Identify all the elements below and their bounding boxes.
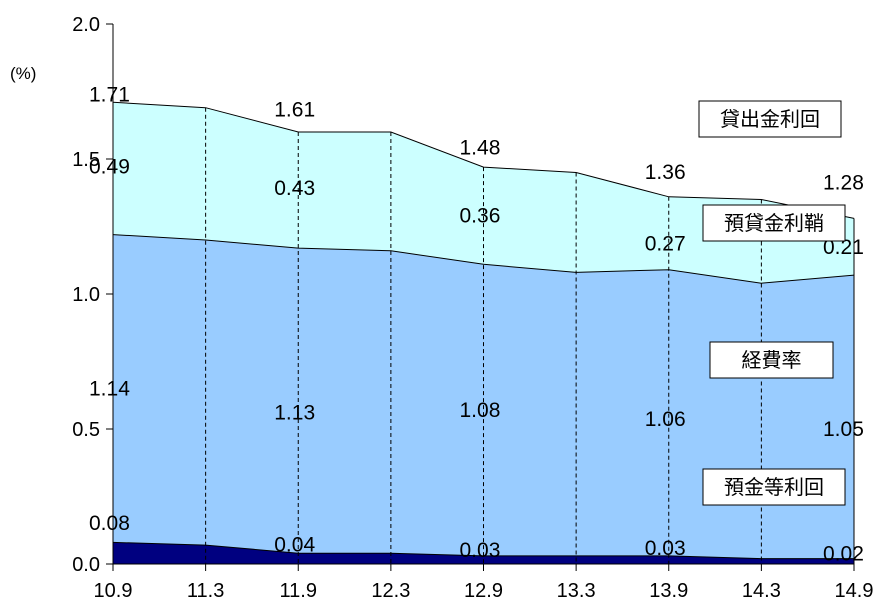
legend-box (709, 341, 834, 379)
y-tick-label: 1.5 (72, 149, 100, 171)
data-label: 1.71 (89, 83, 130, 106)
y-tick-label: 2.0 (72, 14, 100, 36)
legend-item: 経費率 (709, 341, 834, 379)
data-label: 0.03 (645, 537, 686, 560)
y-tick-label: 0.0 (72, 554, 100, 576)
legend-label: 貸出金利回 (720, 108, 820, 131)
data-label: 0.43 (274, 177, 315, 200)
data-label: 0.27 (645, 232, 686, 255)
data-label: 0.49 (89, 155, 130, 178)
x-tick-label: 14.9 (835, 580, 874, 602)
legend-item: 貸出金利回 (698, 100, 842, 138)
x-tick-label: 11.9 (280, 580, 317, 602)
data-label: 1.14 (89, 378, 130, 401)
data-label: 1.28 (823, 171, 864, 194)
x-tick-label: 12.3 (371, 580, 410, 602)
legend-label: 預貸金利鞘 (724, 212, 824, 235)
data-label: 1.48 (460, 136, 501, 159)
data-label: 1.36 (645, 161, 686, 184)
legend-box (698, 100, 842, 138)
data-label: 0.04 (274, 534, 315, 557)
data-label: 0.08 (89, 512, 130, 535)
y-axis-unit-label: (%) (10, 64, 36, 83)
x-tick-label: 12.9 (464, 580, 503, 602)
grid-lines (205, 107, 762, 564)
data-label: 1.05 (823, 418, 864, 441)
area-series-1 (113, 542, 854, 564)
x-tick-label: 11.3 (187, 580, 224, 602)
legend-box (702, 468, 846, 506)
data-label: 1.08 (460, 399, 501, 422)
legend-item: 預金等利回 (702, 468, 846, 506)
data-labels: 0.08 0.04 0.03 0.03 0.02 1.14 1.13 1.08 1.06 1.05… (89, 83, 864, 565)
data-label: 0.36 (460, 205, 501, 228)
data-label: 1.61 (274, 98, 315, 121)
data-label: 0.03 (460, 539, 501, 562)
y-tick-label: 1.0 (72, 284, 100, 306)
area-series-2 (113, 234, 854, 559)
data-label: 1.13 (274, 402, 315, 425)
data-label: 0.02 (823, 542, 864, 565)
legend-box (702, 204, 846, 242)
data-label: 1.06 (645, 408, 686, 431)
x-tick-label: 13.3 (557, 580, 596, 602)
y-tick-label: 0.5 (72, 419, 100, 441)
x-tick-label: 13.9 (649, 580, 688, 602)
series-boundary-line (112, 101, 855, 219)
legend-label: 預金等利回 (724, 476, 824, 499)
legend-label: 経費率 (742, 349, 802, 372)
series-boundary-line (112, 234, 855, 284)
axes: 0.0 0.5 1.0 1.5 2.0 10.9 11.3 11.9 12.3 12.9 13.3 1… (72, 14, 873, 602)
series-boundary-line (112, 541, 854, 560)
x-tick-label: 14.3 (742, 580, 781, 602)
legend-item: 預貸金利鞘 (702, 204, 846, 242)
x-tick-label: 10.9 (94, 580, 133, 602)
